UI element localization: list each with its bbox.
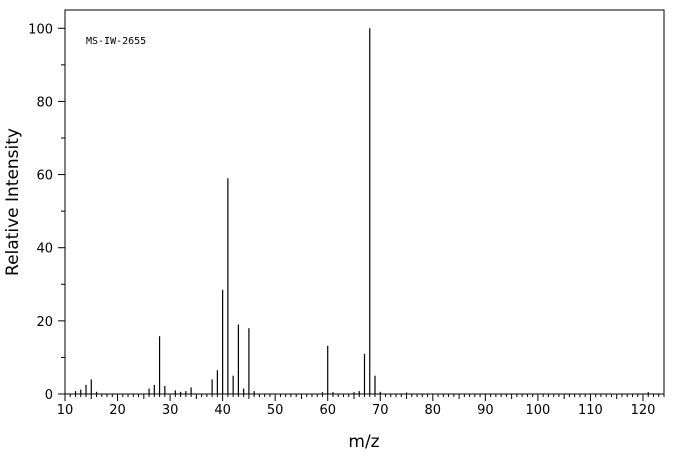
x-tick-label: 40 xyxy=(214,403,231,418)
x-tick-label: 30 xyxy=(162,403,179,418)
y-tick-label: 80 xyxy=(36,95,53,110)
y-tick-label: 0 xyxy=(45,388,53,403)
x-tick-label: 80 xyxy=(425,403,442,418)
y-tick-label: 100 xyxy=(28,22,53,37)
x-tick-label: 90 xyxy=(477,403,494,418)
x-tick-label: 10 xyxy=(57,403,74,418)
x-tick-label: 50 xyxy=(267,403,284,418)
plot-frame xyxy=(64,9,665,395)
y-axis-ticks: 0 20 40 60 80 100 xyxy=(28,22,65,403)
x-tick-label: 70 xyxy=(372,403,389,418)
x-axis-ticks: 10 20 30 40 50 60 70 80 90 100 110 120 xyxy=(57,394,656,418)
spectrum-id-annotation: MS-IW-2655 xyxy=(86,36,146,47)
x-minor-ticks xyxy=(69,394,665,399)
x-tick-label: 100 xyxy=(525,403,550,418)
x-tick-label: 20 xyxy=(109,403,126,418)
y-tick-label: 20 xyxy=(36,315,53,330)
x-axis-label: m/z xyxy=(348,432,379,452)
spectrum-peaks xyxy=(74,28,649,394)
y-tick-label: 60 xyxy=(36,169,53,184)
x-tick-label: 60 xyxy=(319,403,336,418)
y-axis-label: Relative Intensity xyxy=(3,128,23,276)
x-tick-label: 110 xyxy=(578,403,603,418)
y-tick-label: 40 xyxy=(36,242,53,257)
x-tick-label: 120 xyxy=(631,403,656,418)
